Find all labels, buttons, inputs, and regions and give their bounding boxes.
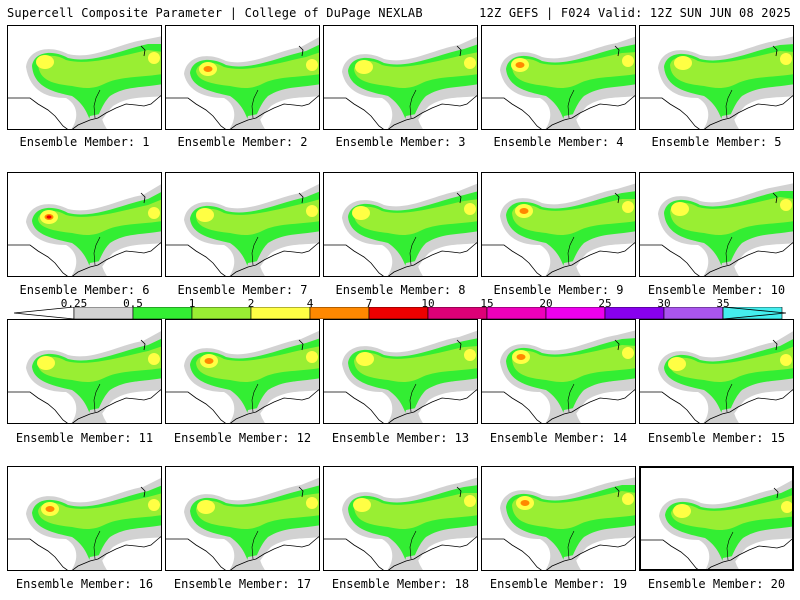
parameter-field [166,37,319,129]
colorbar-tick-label: 2 [247,297,255,310]
ensemble-panel[interactable] [7,319,162,424]
ensemble-panel[interactable] [7,172,162,277]
colorbar-tick-label: 20 [539,297,553,310]
parameter-field [166,184,319,276]
ensemble-panel[interactable] [481,466,636,571]
colorbar-segment [191,307,252,319]
parameter-field [641,480,792,569]
ensemble-member-label: Ensemble Member: 14 [489,431,628,445]
ensemble-member-label: Ensemble Member: 7 [177,283,308,297]
ensemble-member-label: Ensemble Member: 10 [647,283,786,297]
colorbar-tick-label: 0.5 [123,297,143,310]
ensemble-panel[interactable] [165,25,320,130]
parameter-field [166,330,319,423]
colorbar-segment [368,307,429,319]
ensemble-panel[interactable] [639,25,794,130]
colorbar-tick-label: 10 [421,297,435,310]
colorbar-tick-label: 30 [657,297,671,310]
ensemble-panel[interactable] [323,25,478,130]
parameter-field [640,36,793,129]
colorbar-segment [663,307,724,319]
parameter-field [640,331,793,423]
parameter-field [8,478,161,570]
map-title: Supercell Composite Parameter | College … [7,6,423,20]
ensemble-member-label: Ensemble Member: 18 [331,577,470,591]
colorbar-tick-label: 4 [306,297,314,310]
ensemble-member-label: Ensemble Member: 12 [173,431,312,445]
valid-time: 12Z GEFS | F024 Valid: 12Z SUN JUN 08 20… [479,6,791,20]
colorbar-tick-label: 15 [480,297,494,310]
ensemble-panel[interactable] [481,319,636,424]
ensemble-member-label: Ensemble Member: 19 [489,577,628,591]
ensemble-panel[interactable] [639,466,794,571]
colorbar-tick-label: 1 [188,297,196,310]
ensemble-member-label: Ensemble Member: 2 [177,135,308,149]
colorbar-right-arrow [722,307,786,319]
ensemble-panel[interactable] [165,172,320,277]
parameter-field [324,36,477,129]
ensemble-panel[interactable] [481,172,636,277]
ensemble-member-label: Ensemble Member: 8 [335,283,466,297]
ensemble-panel[interactable] [639,172,794,277]
ensemble-member-label: Ensemble Member: 15 [647,431,786,445]
parameter-field [482,477,635,570]
colorbar-segment [309,307,370,319]
ensemble-member-label: Ensemble Member: 20 [647,577,786,591]
ensemble-member-label: Ensemble Member: 6 [19,283,150,297]
colorbar-tick-label: 25 [598,297,612,310]
colorbar-segment [486,307,547,319]
parameter-field [324,183,477,276]
parameter-field [8,331,161,423]
ensemble-member-label: Ensemble Member: 4 [493,135,624,149]
ensemble-panel[interactable] [7,466,162,571]
colorbar-tick-label: 35 [716,297,730,310]
parameter-field [324,330,477,423]
ensemble-panel[interactable] [481,25,636,130]
ensemble-panel[interactable] [323,319,478,424]
ensemble-panel[interactable] [639,319,794,424]
ensemble-member-label: Ensemble Member: 9 [493,283,624,297]
ensemble-panel[interactable] [323,466,478,571]
ensemble-panel[interactable] [7,25,162,130]
ensemble-panel[interactable] [165,319,320,424]
parameter-field [482,36,635,129]
ensemble-member-label: Ensemble Member: 1 [19,135,150,149]
ensemble-member-label: Ensemble Member: 5 [651,135,782,149]
colorbar-segment [604,307,665,319]
colorbar-segment [250,307,311,319]
color-scale-bar [14,307,786,319]
colorbar-segment [427,307,488,319]
ensemble-member-label: Ensemble Member: 17 [173,577,312,591]
parameter-field [166,477,319,570]
ensemble-member-label: Ensemble Member: 16 [15,577,154,591]
ensemble-member-label: Ensemble Member: 3 [335,135,466,149]
parameter-field [482,183,635,276]
ensemble-member-label: Ensemble Member: 13 [331,431,470,445]
parameter-field [482,330,635,423]
parameter-field [324,477,477,570]
colorbar-segment [545,307,606,319]
ensemble-panel[interactable] [323,172,478,277]
parameter-field [8,36,161,129]
colorbar-tick-label: 7 [365,297,373,310]
ensemble-panel[interactable] [165,466,320,571]
ensemble-member-label: Ensemble Member: 11 [15,431,154,445]
parameter-field [640,183,793,276]
parameter-field [8,184,161,276]
colorbar-tick-label: 0.25 [60,297,88,310]
